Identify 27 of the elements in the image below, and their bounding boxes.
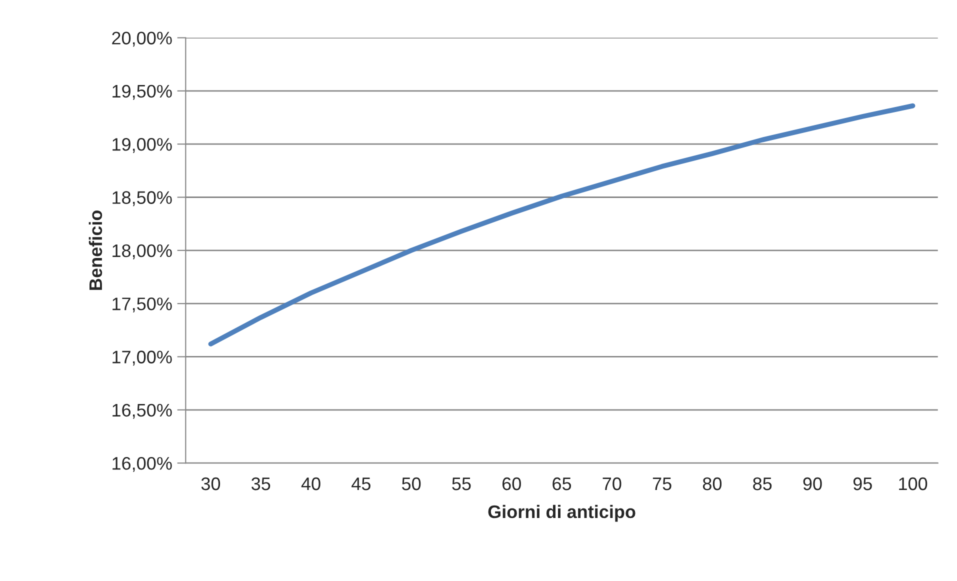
x-tick-label: 90: [803, 477, 822, 490]
x-tick-label: 45: [352, 478, 370, 490]
x-tick-label: 85: [753, 477, 772, 490]
x-tick-label: 50: [402, 477, 421, 490]
x-tick-label: 40: [301, 477, 320, 490]
y-tick-label: 18,50%: [112, 191, 172, 206]
x-tick-label: 75: [652, 478, 672, 490]
y-tick-label: 16,50%: [112, 404, 172, 419]
x-tick-label: 95: [853, 477, 872, 490]
y-tick-label: 16,00%: [112, 456, 172, 472]
x-tick-label: 70: [602, 477, 622, 490]
x-tick-label: 65: [552, 477, 572, 490]
x-tick-label: 55: [452, 478, 471, 490]
y-tick-label: 20,00%: [112, 32, 172, 47]
x-tick-label: 30: [201, 477, 220, 490]
x-tick-label: 35: [252, 477, 270, 490]
y-tick-label: 18,00%: [112, 244, 172, 260]
y-tick-label: 17,00%: [112, 350, 172, 366]
y-tick-label: 17,50%: [112, 298, 172, 312]
line-series: [208, 103, 916, 346]
x-tick-label: 80: [702, 477, 722, 490]
y-tick-label: 19,00%: [112, 138, 172, 153]
x-tick-label: 100: [899, 477, 928, 490]
y-tick-label: 19,50%: [112, 84, 172, 100]
y-axis-title: Beneficio: [88, 210, 102, 290]
x-axis-title: Giorni di anticipo: [488, 504, 636, 522]
x-tick-label: 60: [502, 477, 521, 490]
